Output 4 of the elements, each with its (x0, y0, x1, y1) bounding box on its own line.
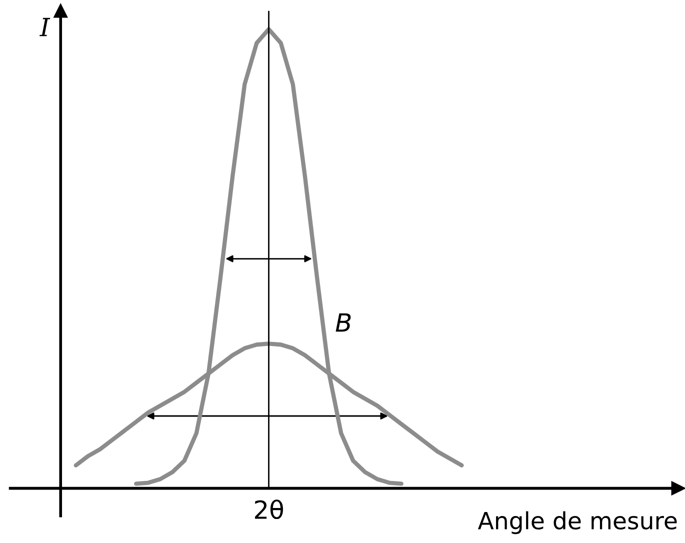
text: 2θ (254, 500, 283, 520)
annotation: B (336, 313, 351, 332)
x-axis-title: Angle de mesure (478, 511, 677, 534)
y-axis-title: I (40, 18, 50, 36)
